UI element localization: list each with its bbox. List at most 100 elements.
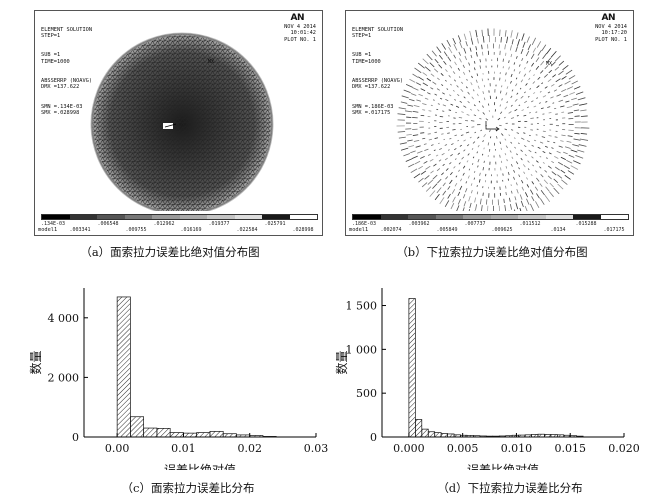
vector-mark xyxy=(573,160,581,165)
vector-mark xyxy=(501,133,504,136)
vector-mark xyxy=(502,58,504,62)
y-axis-label: 数量 xyxy=(28,350,43,374)
vector-mark xyxy=(414,160,421,165)
vector-mark xyxy=(453,79,456,82)
vector-mark xyxy=(514,146,517,149)
vector-mark xyxy=(444,144,448,146)
vector-mark xyxy=(544,145,548,148)
vector-mark xyxy=(554,55,561,62)
vector-mark xyxy=(527,168,530,171)
histogram-bar xyxy=(563,434,571,438)
ansys-logo: AN xyxy=(601,13,616,23)
vector-mark xyxy=(513,69,516,72)
vector-mark xyxy=(523,73,527,77)
vector-mark xyxy=(455,105,460,108)
vector-mark xyxy=(539,183,543,187)
vector-mark xyxy=(444,157,448,161)
vector-mark xyxy=(572,144,580,147)
vector-mark xyxy=(449,171,453,176)
legend-label: .017175 xyxy=(603,227,625,233)
vector-mark xyxy=(505,166,508,169)
vector-mark xyxy=(408,163,415,168)
vector-mark xyxy=(530,100,534,103)
vector-mark xyxy=(580,109,587,112)
vector-mark xyxy=(536,41,542,48)
vector-mark xyxy=(462,71,466,75)
vector-mark xyxy=(568,75,576,80)
vector-mark xyxy=(440,73,444,76)
vector-mark xyxy=(541,136,546,138)
histogram-bar xyxy=(569,435,578,438)
vector-mark xyxy=(436,168,441,172)
vector-mark xyxy=(413,173,421,179)
vector-mark xyxy=(569,91,575,95)
vector-mark xyxy=(553,141,556,144)
vector-mark xyxy=(469,108,473,111)
vector-mark xyxy=(471,148,474,150)
vector-mark xyxy=(577,97,586,101)
vector-mark xyxy=(418,93,423,97)
vector-mark xyxy=(523,171,526,174)
vector-mark xyxy=(437,77,440,81)
vector-mark xyxy=(457,199,461,205)
vector-mark xyxy=(530,173,533,177)
vector-mark xyxy=(457,35,462,43)
vector-mark xyxy=(563,151,568,155)
vector-mark xyxy=(470,190,473,194)
vector-mark xyxy=(460,88,464,92)
vector-mark xyxy=(426,77,432,82)
vector-mark xyxy=(521,180,524,184)
vector-mark xyxy=(434,193,440,201)
vector-mark xyxy=(445,79,447,82)
vector-mark xyxy=(463,96,466,99)
vector-mark xyxy=(476,191,479,195)
vector-mark xyxy=(451,189,456,194)
vector-mark xyxy=(563,164,570,170)
vector-mark xyxy=(449,137,452,140)
vector-mark xyxy=(554,136,558,138)
vector-mark xyxy=(482,140,484,143)
histogram-bar xyxy=(236,434,251,438)
vector-mark xyxy=(434,93,438,96)
vector-mark xyxy=(552,74,557,78)
vector-mark xyxy=(544,73,549,78)
vector-mark xyxy=(525,192,529,198)
vector-mark xyxy=(449,162,452,165)
vector-mark xyxy=(509,150,512,153)
mx-marker-b: MX xyxy=(546,61,553,67)
vector-mark xyxy=(413,104,420,108)
vector-mark xyxy=(528,69,532,73)
vector-mark xyxy=(417,62,425,69)
vector-mark xyxy=(516,132,520,134)
vector-mark xyxy=(434,58,439,64)
vector-mark xyxy=(504,204,507,211)
histogram-bar xyxy=(196,432,211,438)
vector-mark xyxy=(509,203,512,210)
legend-swatch xyxy=(435,215,463,219)
vector-mark xyxy=(561,134,566,137)
vector-mark xyxy=(412,110,419,113)
vector-mark xyxy=(448,109,452,111)
vector-mark xyxy=(448,46,453,54)
histogram-bar xyxy=(576,435,584,438)
vector-mark xyxy=(523,114,527,117)
vector-mark xyxy=(566,106,573,109)
vector-mark xyxy=(520,200,524,207)
vector-mark xyxy=(405,84,413,88)
vector-mark xyxy=(573,86,581,90)
caption-c: （c）面索拉力误差比分布 xyxy=(121,481,255,495)
vector-mark xyxy=(462,64,465,68)
vector-mark xyxy=(558,70,564,76)
vector-mark xyxy=(515,55,518,59)
vector-mark xyxy=(580,115,588,117)
legend-label: .016169 xyxy=(180,227,202,233)
vector-mark xyxy=(558,84,563,87)
vector-mark xyxy=(500,147,502,150)
vector-mark xyxy=(550,96,554,99)
vector-mark xyxy=(463,139,466,142)
vector-mark xyxy=(413,139,420,142)
vector-mark xyxy=(531,196,535,202)
legend-label: .019377 xyxy=(208,221,230,227)
vector-mark xyxy=(432,174,438,180)
legend-swatch xyxy=(573,215,601,219)
